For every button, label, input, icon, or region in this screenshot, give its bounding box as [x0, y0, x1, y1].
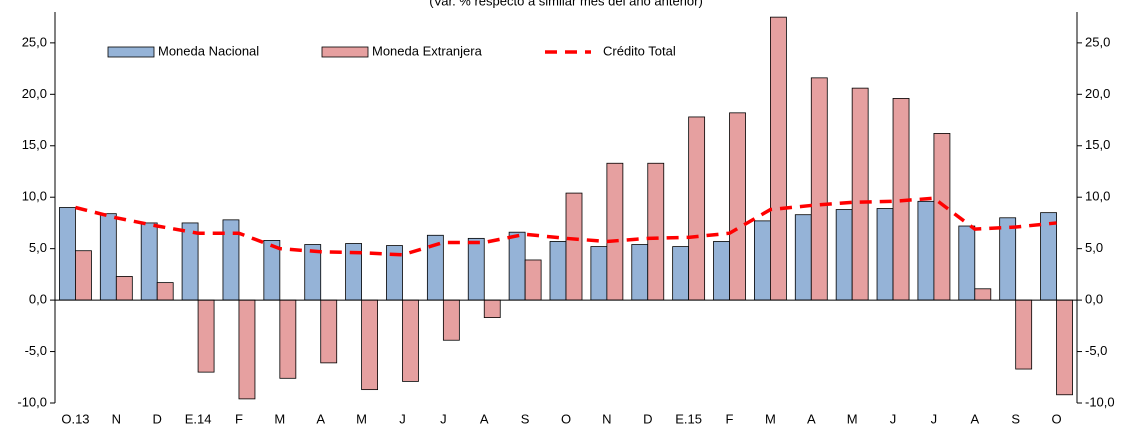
bar — [631, 244, 649, 301]
x-tick-label: F — [726, 411, 734, 426]
bar — [606, 162, 624, 301]
y2-tick-label: 10,0 — [1085, 189, 1110, 204]
bar — [75, 250, 92, 301]
x-tick-label: S — [521, 411, 530, 426]
x-tick-label: N — [602, 411, 611, 426]
bar — [958, 225, 976, 301]
bar — [729, 112, 746, 301]
x-tick-label: A — [316, 411, 325, 426]
bar — [1015, 299, 1033, 370]
x-tick-label: J — [399, 411, 406, 426]
x-tick-label: J — [931, 411, 938, 426]
bar — [238, 299, 256, 400]
x-tick-label: A — [480, 411, 489, 426]
x-tick-label: J — [440, 411, 447, 426]
x-tick-label: M — [356, 411, 367, 426]
bar — [156, 282, 174, 301]
bar — [524, 259, 542, 301]
legend-label: Moneda Extranjera — [372, 43, 483, 58]
y-tick-label: 10,0 — [22, 189, 47, 204]
bar — [835, 209, 853, 301]
y2-tick-label: 25,0 — [1085, 34, 1110, 49]
x-tick-label: M — [847, 411, 858, 426]
x-tick-label: A — [807, 411, 816, 426]
x-tick-label: D — [153, 411, 162, 426]
legend-swatch — [107, 46, 155, 58]
x-tick-label: A — [970, 411, 979, 426]
x-tick-label: F — [235, 411, 243, 426]
bar — [1040, 212, 1057, 301]
legend-label: Moneda Nacional — [158, 43, 259, 58]
y-tick-label: 25,0 — [22, 34, 47, 49]
bar — [140, 222, 158, 301]
bar — [876, 208, 894, 301]
bar — [713, 241, 730, 301]
bar — [115, 276, 133, 301]
chart-subtitle: (Var. % respecto a similar mes del año a… — [429, 0, 703, 8]
x-tick-label: E.14 — [185, 411, 212, 426]
bar — [647, 162, 665, 301]
y2-tick-label: -5,0 — [1085, 343, 1107, 358]
y-tick-label: 20,0 — [22, 86, 47, 101]
y-tick-label: -10,0 — [17, 394, 47, 409]
x-tick-label: O — [561, 411, 571, 426]
line — [75, 196, 1057, 257]
bar — [1056, 299, 1073, 396]
y2-tick-label: 0,0 — [1085, 292, 1103, 307]
bar — [754, 220, 771, 301]
bar — [933, 133, 951, 301]
x-tick-label: J — [890, 411, 897, 426]
x-tick-label: M — [765, 411, 776, 426]
y-tick-label: 5,0 — [29, 240, 47, 255]
y-tick-label: 0,0 — [29, 292, 47, 307]
x-tick-label: O.13 — [61, 411, 89, 426]
bar — [508, 231, 526, 301]
bar — [565, 192, 583, 301]
bar — [320, 299, 338, 364]
y-tick-label: 15,0 — [22, 137, 47, 152]
legend-label: Crédito Total — [603, 43, 676, 58]
x-tick-label: E.15 — [675, 411, 702, 426]
x-tick-label: S — [1011, 411, 1020, 426]
bar — [851, 87, 869, 301]
bar — [549, 241, 567, 301]
x-tick-label: N — [112, 411, 121, 426]
bar — [688, 116, 706, 301]
bar — [402, 299, 419, 382]
x-tick-label: D — [643, 411, 652, 426]
y2-tick-label: 5,0 — [1085, 240, 1103, 255]
bar — [361, 299, 379, 391]
bar — [590, 246, 608, 301]
y2-tick-label: 15,0 — [1085, 137, 1110, 152]
y-tick-label: -5,0 — [25, 343, 47, 358]
bar — [99, 213, 117, 301]
bar — [672, 246, 690, 301]
x-tick-label: M — [274, 411, 285, 426]
bar — [467, 237, 485, 301]
bar — [999, 217, 1017, 301]
bar — [483, 299, 501, 318]
bar — [197, 299, 215, 373]
bar — [794, 214, 812, 301]
bar — [770, 16, 787, 301]
bar — [442, 299, 460, 341]
bar — [974, 288, 992, 301]
bar — [917, 200, 935, 301]
bar — [59, 207, 76, 301]
y2-tick-label: -10,0 — [1085, 394, 1115, 409]
y2-tick-label: 20,0 — [1085, 86, 1110, 101]
legend-swatch — [321, 46, 369, 58]
x-tick-label: O — [1051, 411, 1061, 426]
bar — [279, 299, 297, 379]
bar — [810, 77, 828, 301]
